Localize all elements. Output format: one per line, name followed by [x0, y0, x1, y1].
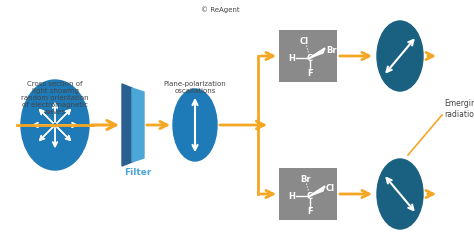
- Text: Br: Br: [326, 46, 337, 55]
- Ellipse shape: [173, 89, 217, 161]
- Text: Emerging
radiations: Emerging radiations: [444, 99, 474, 119]
- Text: Br: Br: [301, 175, 311, 184]
- Ellipse shape: [21, 80, 89, 170]
- Ellipse shape: [377, 21, 423, 91]
- Text: © ReAgent: © ReAgent: [201, 6, 239, 13]
- Text: C: C: [307, 191, 313, 200]
- Text: Filter: Filter: [124, 168, 152, 177]
- FancyBboxPatch shape: [279, 168, 337, 220]
- Polygon shape: [310, 48, 325, 58]
- Text: F: F: [307, 68, 313, 77]
- Text: H: H: [289, 54, 295, 62]
- Ellipse shape: [377, 159, 423, 229]
- Polygon shape: [122, 84, 132, 166]
- FancyBboxPatch shape: [279, 30, 337, 82]
- Text: Cross section of
light showing
random orientation
of electromagnetic
waves: Cross section of light showing random or…: [21, 81, 89, 115]
- Text: Plane-polarization
oscallations: Plane-polarization oscallations: [164, 81, 227, 94]
- Polygon shape: [310, 186, 325, 196]
- Polygon shape: [132, 88, 144, 162]
- Text: F: F: [307, 206, 313, 215]
- Text: C: C: [307, 54, 313, 62]
- Text: H: H: [289, 191, 295, 200]
- Text: Cl: Cl: [300, 37, 309, 46]
- Text: Cl: Cl: [326, 184, 335, 192]
